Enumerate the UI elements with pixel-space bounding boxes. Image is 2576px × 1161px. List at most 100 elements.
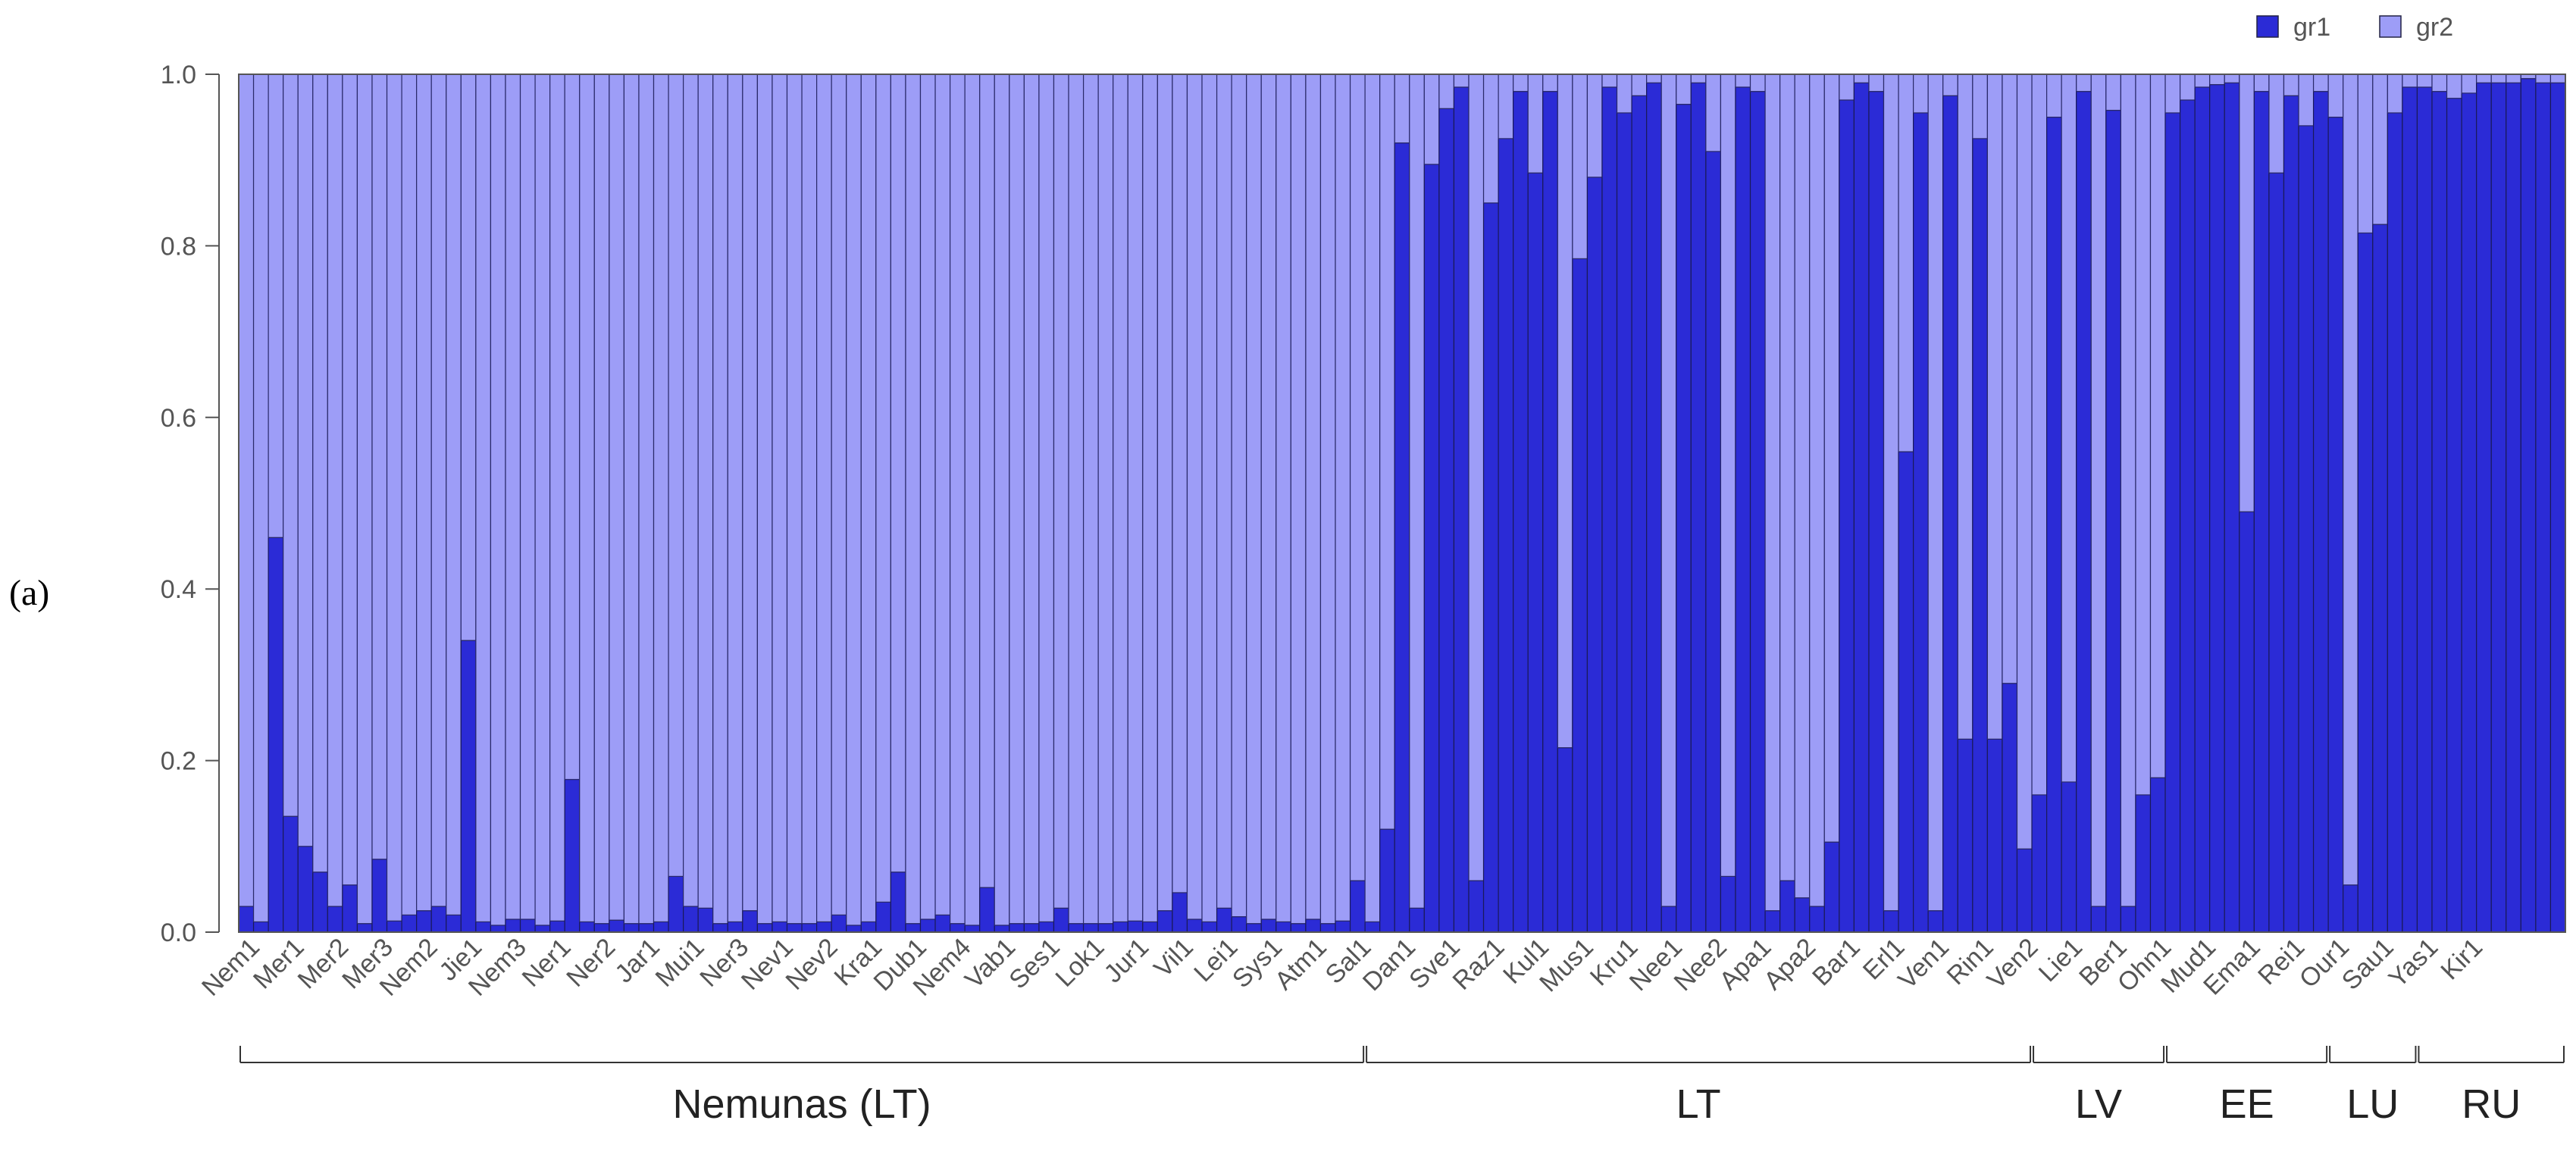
bar-gr1 <box>1972 138 1988 933</box>
bar-gr2 <box>2120 74 2136 907</box>
bar-gr2 <box>727 74 743 923</box>
bar-gr2 <box>890 74 906 873</box>
bar-gr1 <box>1305 918 1322 933</box>
bar-gr2 <box>2327 74 2344 118</box>
bar-gr1 <box>1482 202 1499 933</box>
bar-gr2 <box>1779 74 1795 881</box>
bar-gr1 <box>1082 923 1099 933</box>
bar-gr2 <box>2506 74 2521 83</box>
bar-gr1 <box>475 921 492 933</box>
bar-gr1 <box>1498 138 1514 933</box>
x-axis-ticks: Nem1Mer1Mer2Mer3Nem2Jie1Nem3Ner1Ner2Jar1… <box>196 933 2488 1002</box>
bar-gr1 <box>1898 451 1914 933</box>
x-tick-label: Lie1 <box>2033 933 2088 987</box>
bar-gr1 <box>1690 82 1707 933</box>
bar-gr1 <box>1853 82 1870 933</box>
bar-gr1 <box>1927 910 1944 933</box>
bar-gr2 <box>2431 74 2448 92</box>
bar-gr2 <box>742 74 758 912</box>
bar-gr1 <box>1201 921 1218 933</box>
bar-gr1 <box>772 921 788 933</box>
bar-gr2 <box>772 74 788 923</box>
y-tick-label: 0.6 <box>161 404 196 433</box>
bar-gr2 <box>905 74 922 925</box>
bar-gr1 <box>1764 910 1781 933</box>
bar-gr2 <box>1913 74 1929 114</box>
bar-gr1 <box>1957 738 1973 933</box>
x-tick-label: Mer1 <box>248 933 310 995</box>
bar-gr2 <box>2149 74 2166 778</box>
bar-gr1 <box>683 906 699 933</box>
bar-gr2 <box>1409 74 1425 909</box>
bar-gr2 <box>1690 74 1707 83</box>
bar-gr2 <box>949 74 966 925</box>
bar-gr1 <box>1438 108 1455 933</box>
bar-gr1 <box>1231 916 1247 933</box>
bar-gr2 <box>1646 74 1662 83</box>
bar-gr1 <box>356 923 373 933</box>
bar-gr1 <box>1379 828 1395 933</box>
bar-gr2 <box>1186 74 1203 920</box>
x-tick-label: Apa1 <box>1714 933 1776 996</box>
bar-gr1 <box>1409 907 1425 933</box>
y-tick-label: 0.0 <box>161 918 196 947</box>
region-label: EE <box>2220 1081 2274 1127</box>
bar-gr2 <box>1898 74 1914 452</box>
bar-gr2 <box>1735 74 1751 88</box>
bar-gr2 <box>1231 74 1247 918</box>
bar-gr1 <box>312 872 328 933</box>
bar-gr1 <box>2343 884 2358 933</box>
bar-gr1 <box>2120 906 2136 933</box>
legend-swatch-gr1 <box>2256 15 2279 38</box>
bar-gr1 <box>638 923 655 933</box>
bar-gr1 <box>2506 82 2521 933</box>
bar-gr1 <box>386 920 402 933</box>
bar-gr1 <box>905 923 922 933</box>
bar-gr1 <box>2387 112 2403 933</box>
bar-gr1 <box>1023 923 1040 933</box>
bar-gr1 <box>2357 232 2374 933</box>
bar-gr1 <box>2416 86 2433 933</box>
bar-gr2 <box>1883 74 1899 912</box>
bar-gr2 <box>2239 74 2255 512</box>
bar-gr2 <box>2209 74 2225 86</box>
bar-gr2 <box>1453 74 1470 88</box>
x-tick-label: Lok1 <box>1050 933 1110 993</box>
bar-gr1 <box>416 910 432 933</box>
bar-gr1 <box>2090 906 2107 933</box>
bar-gr2 <box>1972 74 1988 139</box>
bar-gr1 <box>1779 880 1795 933</box>
bar-gr1 <box>446 914 462 933</box>
bar-gr1 <box>2002 683 2018 933</box>
bar-gr2 <box>2135 74 2152 796</box>
x-tick-label: Ner2 <box>561 933 621 993</box>
bar-gr1 <box>2298 125 2315 933</box>
bar-gr2 <box>1616 74 1632 114</box>
bar-gr1 <box>401 914 418 933</box>
bar-gr2 <box>2312 74 2329 92</box>
x-tick-label: Vab1 <box>959 933 1021 994</box>
bar-gr1 <box>1720 875 1736 933</box>
bar-gr2 <box>1676 74 1692 105</box>
bar-gr2 <box>1260 74 1277 920</box>
bar-gr1 <box>801 923 818 933</box>
bar-gr1 <box>890 872 906 933</box>
bar-gr2 <box>1097 74 1114 925</box>
y-axis: 0.0 0.2 0.4 0.6 0.8 1.0 <box>161 61 220 947</box>
bar-gr2 <box>934 74 951 915</box>
bar-gr2 <box>2446 74 2462 99</box>
bar-gr1 <box>1157 910 1173 933</box>
bar-gr2 <box>875 74 891 903</box>
bar-gr2 <box>1290 74 1307 925</box>
bar-gr1 <box>816 921 832 933</box>
bar-gr2 <box>2031 74 2048 796</box>
bar-gr1 <box>268 537 284 933</box>
bar-gr1 <box>653 921 669 933</box>
bar-gr1 <box>1113 921 1128 933</box>
x-tick-label: Raz1 <box>1448 933 1510 996</box>
bar-gr2 <box>668 74 684 878</box>
bar-gr2 <box>534 74 551 926</box>
y-tick-label: 1.0 <box>161 61 196 89</box>
bar-gr1 <box>564 778 581 933</box>
bar-gr2 <box>860 74 877 923</box>
